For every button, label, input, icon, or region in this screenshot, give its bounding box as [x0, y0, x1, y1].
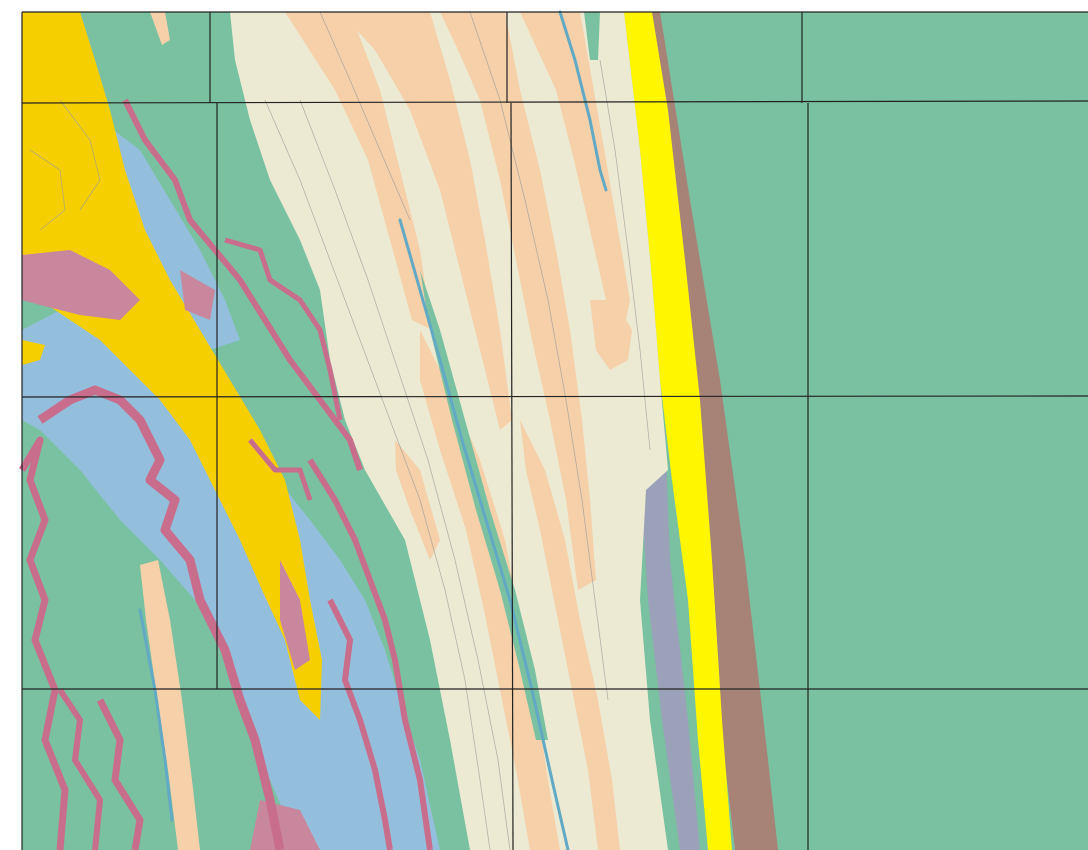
tile-grid — [21, 11, 1088, 850]
grid-col-2 — [510, 102, 514, 850]
unit-mauve-patches — [22, 250, 320, 850]
grid-row-2 — [21, 395, 1088, 398]
unit-peach-north — [150, 12, 170, 45]
unit-blue-belt — [22, 300, 440, 850]
unit-peach-west — [140, 560, 200, 850]
unit-slate-band — [640, 430, 700, 850]
contour-lines — [29, 11, 651, 850]
unit-peach-lenses — [285, 12, 632, 850]
unit-green-strip-north — [584, 12, 600, 60]
grid-row-1 — [21, 100, 1088, 104]
streams — [138, 10, 608, 850]
unit-yellow-band — [624, 12, 732, 850]
map-frame — [18, 10, 1088, 850]
unit-rose-belts — [18, 98, 433, 850]
unit-gold-zone — [22, 12, 322, 720]
unit-gold-patch — [22, 340, 45, 365]
